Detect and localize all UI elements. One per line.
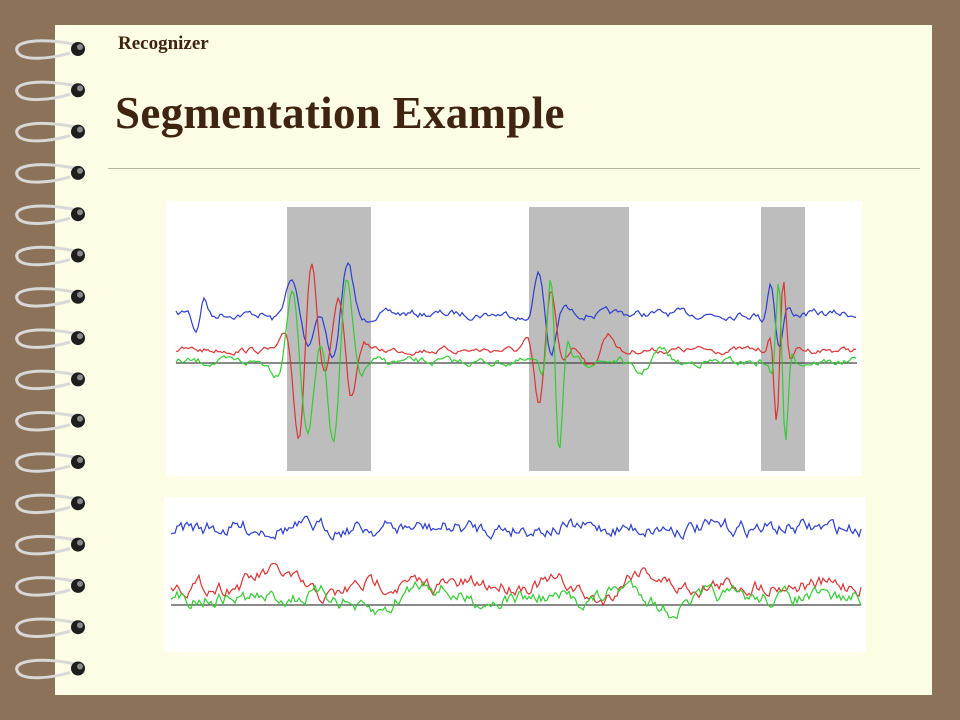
binding-wire bbox=[15, 122, 79, 143]
segment bbox=[287, 207, 371, 471]
binding-hole bbox=[77, 622, 83, 629]
binding-wire bbox=[15, 80, 79, 102]
binding-wire bbox=[15, 411, 79, 432]
binding-wire bbox=[15, 369, 79, 391]
signal-trace bbox=[175, 261, 857, 359]
binding-hole bbox=[77, 44, 83, 50]
binding-hole bbox=[77, 291, 83, 298]
binding-wire bbox=[15, 493, 79, 515]
signal-trace bbox=[175, 279, 857, 449]
binding-wire bbox=[15, 658, 79, 680]
segment bbox=[529, 207, 629, 471]
binding-hole bbox=[77, 539, 83, 546]
segment bbox=[761, 207, 805, 471]
binding-hole bbox=[77, 250, 83, 257]
binding-wire bbox=[15, 245, 79, 267]
binding-wire bbox=[15, 452, 79, 473]
binding-hole bbox=[77, 415, 83, 422]
binding-hole bbox=[77, 333, 83, 340]
binding-wire bbox=[15, 163, 79, 184]
signal-trace bbox=[170, 579, 862, 620]
slide-title: Segmentation Example bbox=[115, 88, 565, 138]
section-label: Recognizer bbox=[118, 33, 209, 54]
signal-trace bbox=[170, 515, 862, 541]
signal-trace bbox=[175, 263, 857, 440]
binding-hole bbox=[77, 85, 83, 92]
binding-wire bbox=[15, 39, 79, 60]
binding-hole bbox=[77, 663, 83, 670]
signal-plot bbox=[164, 497, 866, 652]
binding-hole bbox=[77, 457, 83, 463]
binding-wire bbox=[15, 535, 79, 556]
binding-hole bbox=[77, 580, 83, 587]
binding-hole bbox=[77, 498, 83, 505]
binding-wire bbox=[15, 204, 79, 225]
divider bbox=[108, 168, 920, 169]
binding-wire bbox=[15, 617, 79, 638]
binding-hole bbox=[77, 167, 83, 174]
binding-wire bbox=[15, 287, 79, 308]
signal-plot bbox=[166, 201, 862, 476]
binding-wire bbox=[15, 328, 79, 349]
binding-hole bbox=[77, 209, 83, 216]
binding-hole bbox=[77, 374, 83, 381]
signal-trace bbox=[170, 562, 862, 607]
binding-wire bbox=[15, 576, 79, 597]
binding-hole bbox=[77, 126, 83, 133]
